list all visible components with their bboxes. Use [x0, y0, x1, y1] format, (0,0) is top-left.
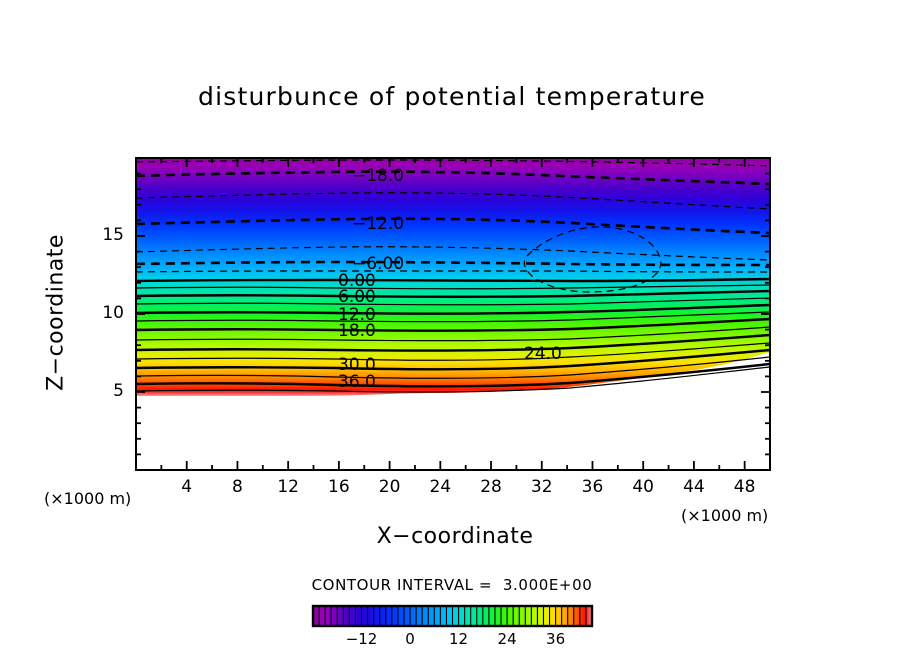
x-tick-label: 40: [632, 477, 654, 497]
x-tick-label: 32: [530, 477, 553, 497]
contour-label: 0.00: [338, 271, 376, 291]
colorbar-gradient: [313, 606, 592, 626]
x-tick-label: 48: [733, 477, 756, 497]
colorbar-tick-label: −12: [345, 630, 378, 648]
colorbar-tick-label: 0: [405, 630, 415, 648]
contour-line: [136, 311, 770, 323]
contour-label: −12.0: [352, 214, 405, 234]
y-tick-label: 10: [102, 303, 124, 323]
x-tick-label: 16: [328, 477, 350, 497]
contour-label: 6.00: [338, 287, 376, 307]
x-axis-units-label: (×1000 m): [681, 506, 769, 525]
x-tick-label: 12: [277, 477, 299, 497]
contour-label: −18.0: [352, 166, 405, 186]
contour-line: [136, 159, 770, 167]
contour-line: [136, 284, 770, 290]
contour-line: [136, 246, 770, 261]
contour-label: 24.0: [524, 344, 562, 364]
colorbar-tick-label: 24: [497, 630, 517, 648]
contour-label: 18.0: [338, 321, 376, 341]
contour-line: [136, 333, 770, 352]
x-tick-label: 24: [429, 477, 452, 497]
colorbar-tick-label: 12: [449, 630, 469, 648]
contour-line: [136, 170, 770, 186]
contour-line: [136, 317, 770, 332]
contour-label: 36.0: [338, 372, 376, 392]
x-tick-label: 36: [581, 477, 604, 497]
contour-line-closed-loop: [523, 226, 662, 293]
contour-line: [136, 362, 770, 388]
contour-line: [136, 342, 770, 361]
contour-line: [136, 277, 770, 283]
contour-line: [136, 348, 770, 371]
contour-line: [136, 303, 770, 315]
contour-line: [136, 217, 770, 235]
axes-frame: [135, 157, 771, 471]
contour-label: 12.0: [338, 305, 376, 325]
x-axis-label: X−coordinate: [376, 524, 534, 549]
x-tick-label: 4: [181, 477, 193, 497]
contour-label: −6.00: [352, 254, 405, 274]
contour-line: [136, 289, 770, 298]
y-tick-label: 5: [113, 381, 124, 401]
contour-line: [136, 366, 770, 393]
colorbar-tick-label: 36: [546, 630, 566, 648]
contour-fill-region: [136, 158, 770, 396]
x-tick-label: 8: [232, 477, 243, 497]
x-tick-label: 44: [683, 477, 705, 497]
contour-label: 30.0: [338, 355, 376, 375]
x-tick-label: 28: [480, 477, 502, 497]
contour-line: [136, 326, 770, 342]
contour-line: [136, 297, 770, 306]
colorbar-caption: CONTOUR INTERVAL = 3.000E+00: [311, 576, 593, 594]
colorbar-border: [311, 604, 594, 628]
contour-line: [136, 356, 770, 379]
x-tick-label: 20: [378, 477, 401, 497]
y-axis-label: Z−coordinate: [43, 234, 69, 391]
y-tick-label: 15: [102, 225, 124, 245]
contour-line: [136, 260, 770, 267]
chart-title: disturbunce of potential temperature: [198, 82, 706, 111]
contour-line: [136, 270, 770, 273]
axis-ticks: [136, 158, 770, 470]
z-axis-units-label: (×1000 m): [44, 489, 132, 508]
contour-line: [136, 192, 770, 210]
colorbar-separators: [318, 606, 587, 626]
